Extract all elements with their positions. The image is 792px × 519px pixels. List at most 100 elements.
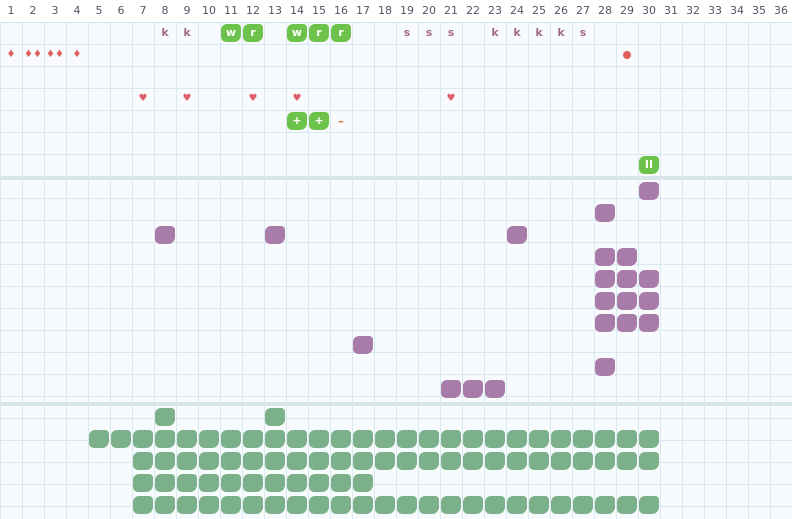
teal-block[interactable]: [263, 494, 287, 516]
teal-block[interactable]: [637, 494, 661, 516]
teal-block[interactable]: [505, 428, 529, 450]
teal-block[interactable]: [351, 428, 375, 450]
purple-block[interactable]: [263, 224, 287, 246]
teal-block[interactable]: [153, 406, 177, 428]
purple-block[interactable]: [615, 246, 639, 268]
teal-block[interactable]: [241, 450, 265, 472]
purple-block[interactable]: [593, 312, 617, 334]
green-tile[interactable]: r: [329, 22, 353, 44]
teal-block[interactable]: [329, 494, 353, 516]
teal-block[interactable]: [439, 450, 463, 472]
teal-block[interactable]: [373, 494, 397, 516]
purple-block[interactable]: [593, 202, 617, 224]
green-tile[interactable]: w: [219, 22, 243, 44]
teal-block[interactable]: [263, 406, 287, 428]
purple-block[interactable]: [637, 268, 661, 290]
purple-block[interactable]: [615, 290, 639, 312]
green-tile[interactable]: +: [307, 110, 331, 132]
teal-block[interactable]: [593, 428, 617, 450]
purple-block[interactable]: [153, 224, 177, 246]
teal-block[interactable]: [637, 428, 661, 450]
teal-block[interactable]: [461, 494, 485, 516]
teal-block[interactable]: [131, 472, 155, 494]
teal-block[interactable]: [219, 428, 243, 450]
teal-block[interactable]: [153, 450, 177, 472]
teal-block[interactable]: [285, 472, 309, 494]
teal-block[interactable]: [417, 450, 441, 472]
teal-block[interactable]: [549, 450, 573, 472]
teal-block[interactable]: [615, 450, 639, 472]
teal-block[interactable]: [483, 450, 507, 472]
purple-block[interactable]: [593, 290, 617, 312]
teal-block[interactable]: [461, 428, 485, 450]
teal-block[interactable]: [351, 494, 375, 516]
teal-block[interactable]: [285, 428, 309, 450]
purple-block[interactable]: [637, 312, 661, 334]
teal-block[interactable]: [483, 494, 507, 516]
teal-block[interactable]: [197, 494, 221, 516]
teal-block[interactable]: [351, 450, 375, 472]
teal-block[interactable]: [395, 494, 419, 516]
teal-block[interactable]: [307, 472, 331, 494]
green-tile[interactable]: r: [241, 22, 265, 44]
teal-block[interactable]: [395, 428, 419, 450]
teal-block[interactable]: [571, 428, 595, 450]
green-tile[interactable]: II: [637, 154, 661, 176]
purple-block[interactable]: [637, 290, 661, 312]
purple-block[interactable]: [615, 268, 639, 290]
teal-block[interactable]: [153, 472, 177, 494]
teal-block[interactable]: [417, 428, 441, 450]
teal-block[interactable]: [241, 472, 265, 494]
purple-block[interactable]: [593, 268, 617, 290]
teal-block[interactable]: [505, 494, 529, 516]
teal-block[interactable]: [197, 472, 221, 494]
teal-block[interactable]: [285, 494, 309, 516]
teal-block[interactable]: [571, 494, 595, 516]
teal-block[interactable]: [593, 450, 617, 472]
teal-block[interactable]: [527, 494, 551, 516]
teal-block[interactable]: [175, 494, 199, 516]
teal-block[interactable]: [593, 494, 617, 516]
teal-block[interactable]: [285, 450, 309, 472]
purple-block[interactable]: [351, 334, 375, 356]
teal-block[interactable]: [571, 450, 595, 472]
teal-block[interactable]: [197, 450, 221, 472]
teal-block[interactable]: [373, 428, 397, 450]
purple-block[interactable]: [637, 180, 661, 202]
teal-block[interactable]: [439, 494, 463, 516]
teal-block[interactable]: [219, 450, 243, 472]
teal-block[interactable]: [527, 428, 551, 450]
teal-block[interactable]: [615, 428, 639, 450]
purple-block[interactable]: [461, 378, 485, 400]
purple-block[interactable]: [593, 356, 617, 378]
teal-block[interactable]: [549, 494, 573, 516]
teal-block[interactable]: [153, 428, 177, 450]
teal-block[interactable]: [329, 428, 353, 450]
teal-block[interactable]: [329, 472, 353, 494]
teal-block[interactable]: [637, 450, 661, 472]
teal-block[interactable]: [241, 494, 265, 516]
teal-block[interactable]: [395, 450, 419, 472]
teal-block[interactable]: [461, 450, 485, 472]
teal-block[interactable]: [197, 428, 221, 450]
teal-block[interactable]: [549, 428, 573, 450]
teal-block[interactable]: [153, 494, 177, 516]
teal-block[interactable]: [307, 450, 331, 472]
teal-block[interactable]: [615, 494, 639, 516]
teal-block[interactable]: [131, 494, 155, 516]
teal-block[interactable]: [329, 450, 353, 472]
purple-block[interactable]: [439, 378, 463, 400]
purple-block[interactable]: [505, 224, 529, 246]
teal-block[interactable]: [307, 428, 331, 450]
purple-block[interactable]: [593, 246, 617, 268]
teal-block[interactable]: [351, 472, 375, 494]
teal-block[interactable]: [175, 450, 199, 472]
teal-block[interactable]: [131, 450, 155, 472]
teal-block[interactable]: [373, 450, 397, 472]
teal-block[interactable]: [175, 428, 199, 450]
teal-block[interactable]: [241, 428, 265, 450]
teal-block[interactable]: [307, 494, 331, 516]
purple-block[interactable]: [483, 378, 507, 400]
green-tile[interactable]: w: [285, 22, 309, 44]
